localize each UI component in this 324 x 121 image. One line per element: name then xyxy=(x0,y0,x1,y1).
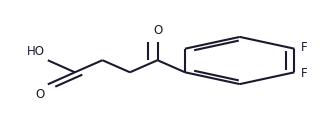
Text: HO: HO xyxy=(27,45,45,58)
Text: O: O xyxy=(153,24,162,37)
Text: F: F xyxy=(301,67,307,80)
Text: O: O xyxy=(35,88,45,101)
Text: F: F xyxy=(301,41,307,54)
